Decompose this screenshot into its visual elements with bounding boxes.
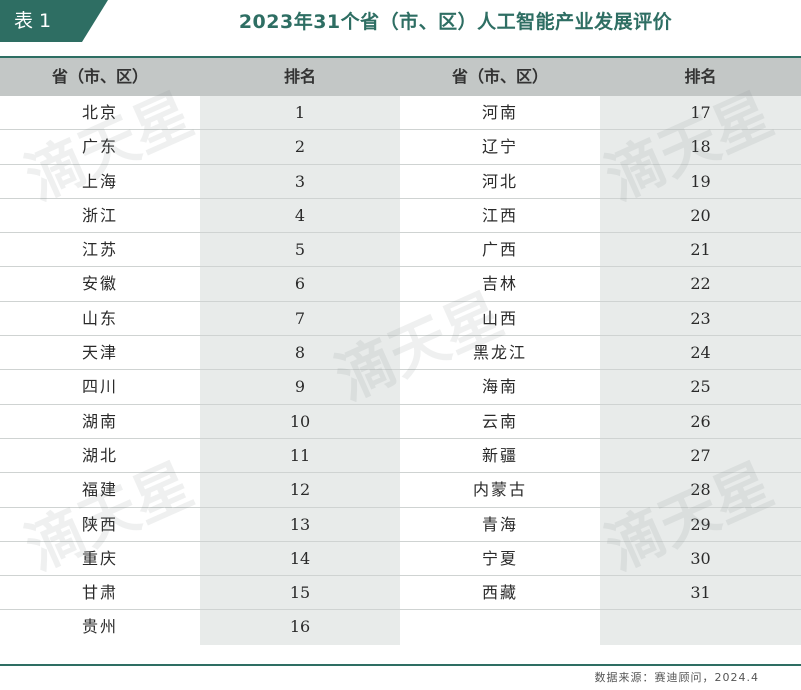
- province-cell: 北京: [0, 96, 200, 131]
- rank-column-left: 排名 1 2 3 4 5 6 7 8 9 10 11 12 13 14 15 16: [200, 58, 400, 645]
- province-cell: 青海: [400, 508, 600, 542]
- province-cell: 山东: [0, 302, 200, 337]
- rank-cell: 18: [600, 130, 801, 165]
- column-header-province-left: 省（市、区）: [0, 58, 200, 96]
- province-cell: 湖南: [0, 405, 200, 439]
- rank-cell: [600, 610, 801, 644]
- province-column-right: 省（市、区） 河南 辽宁 河北 江西 广西 吉林 山西 黑龙江 海南 云南 新疆 内蒙古 青海 宁夏 西藏: [400, 58, 600, 645]
- rank-cell: 25: [600, 370, 801, 405]
- province-cell: 海南: [400, 370, 600, 405]
- province-cell: 内蒙古: [400, 473, 600, 508]
- rank-cell: 21: [600, 233, 801, 268]
- province-cell: 上海: [0, 165, 200, 199]
- rank-cell: 22: [600, 267, 801, 302]
- province-cell: 甘肃: [0, 576, 200, 611]
- bottom-rule: [0, 664, 801, 666]
- province-cell: 吉林: [400, 267, 600, 302]
- rank-cell: 4: [200, 199, 400, 234]
- province-cell: 重庆: [0, 542, 200, 577]
- rank-cell: 8: [200, 336, 400, 371]
- rank-cell: 20: [600, 199, 801, 234]
- rank-cell: 23: [600, 302, 801, 337]
- province-cell: 天津: [0, 336, 200, 371]
- province-cell: 宁夏: [400, 542, 600, 577]
- rank-cell: 9: [200, 370, 400, 405]
- province-column-left: 省（市、区） 北京 广东 上海 浙江 江苏 安徽 山东 天津 四川 湖南 湖北 福建 陕西 重庆 甘肃贵州: [0, 58, 200, 645]
- province-cell: 陕西: [0, 508, 200, 542]
- rank-cell: 17: [600, 96, 801, 131]
- rank-cell: 10: [200, 405, 400, 439]
- rank-cell: 27: [600, 439, 801, 474]
- rank-cell: 11: [200, 439, 400, 474]
- rank-cell: 19: [600, 165, 801, 199]
- province-cell: 江苏: [0, 233, 200, 268]
- rank-cell: 16: [289, 617, 311, 637]
- province-cell: 福建: [0, 473, 200, 508]
- province-cell: 湖北: [0, 439, 200, 474]
- rank-cell: 3: [200, 165, 400, 199]
- rank-cell: 5: [200, 233, 400, 268]
- rank-cell: 2: [200, 130, 400, 165]
- rank-cell: 1: [200, 96, 400, 131]
- province-cell: [400, 610, 600, 644]
- rank-cell: 26: [600, 405, 801, 439]
- top-rule: [0, 56, 801, 58]
- table-title: 2023年31个省（市、区）人工智能产业发展评价: [238, 11, 673, 33]
- column-header-rank-left: 排名: [200, 58, 400, 96]
- province-cell: 云南: [400, 405, 600, 439]
- province-cell: 贵州: [81, 617, 118, 637]
- rank-cell: 12: [200, 473, 400, 508]
- province-cell: 辽宁: [400, 130, 600, 165]
- rank-cell: 28: [600, 473, 801, 508]
- rank-cell: 29: [600, 508, 801, 542]
- province-cell: 西藏: [400, 576, 600, 611]
- province-cell: 黑龙江: [400, 336, 600, 371]
- data-source-note: 数据来源：赛迪顾问，2024.4: [594, 671, 759, 684]
- column-header-province-right: 省（市、区）: [400, 58, 600, 96]
- province-cell: 广西: [400, 233, 600, 268]
- rank-cell: 24: [600, 336, 801, 371]
- rank-cell: 14: [200, 542, 400, 577]
- province-cell: 安徽: [0, 267, 200, 302]
- rank-cell: 30: [600, 542, 801, 577]
- table-number-tag: 表 1: [0, 0, 82, 42]
- province-cell: 广东: [0, 130, 200, 165]
- province-cell: 河南: [400, 96, 600, 131]
- province-cell: 河北: [400, 165, 600, 199]
- province-cell: 浙江: [0, 199, 200, 234]
- rank-cell: 31: [600, 576, 801, 611]
- province-cell: 江西: [400, 199, 600, 234]
- rank-cell: 7: [200, 302, 400, 337]
- province-cell: 四川: [0, 370, 200, 405]
- tag-slant-decoration: [82, 0, 108, 42]
- rank-cell: 13: [200, 508, 400, 542]
- rank-cell: 15: [200, 576, 400, 611]
- column-header-rank-right: 排名: [600, 58, 801, 96]
- rank-column-right: 排名 17 18 19 20 21 22 23 24 25 26 27 28 29 30 31: [600, 58, 801, 645]
- province-cell: 新疆: [400, 439, 600, 474]
- province-cell: 山西: [400, 302, 600, 337]
- rank-cell: 6: [200, 267, 400, 302]
- table-header-bar: 表 1 2023年31个省（市、区）人工智能产业发展评价: [0, 0, 801, 44]
